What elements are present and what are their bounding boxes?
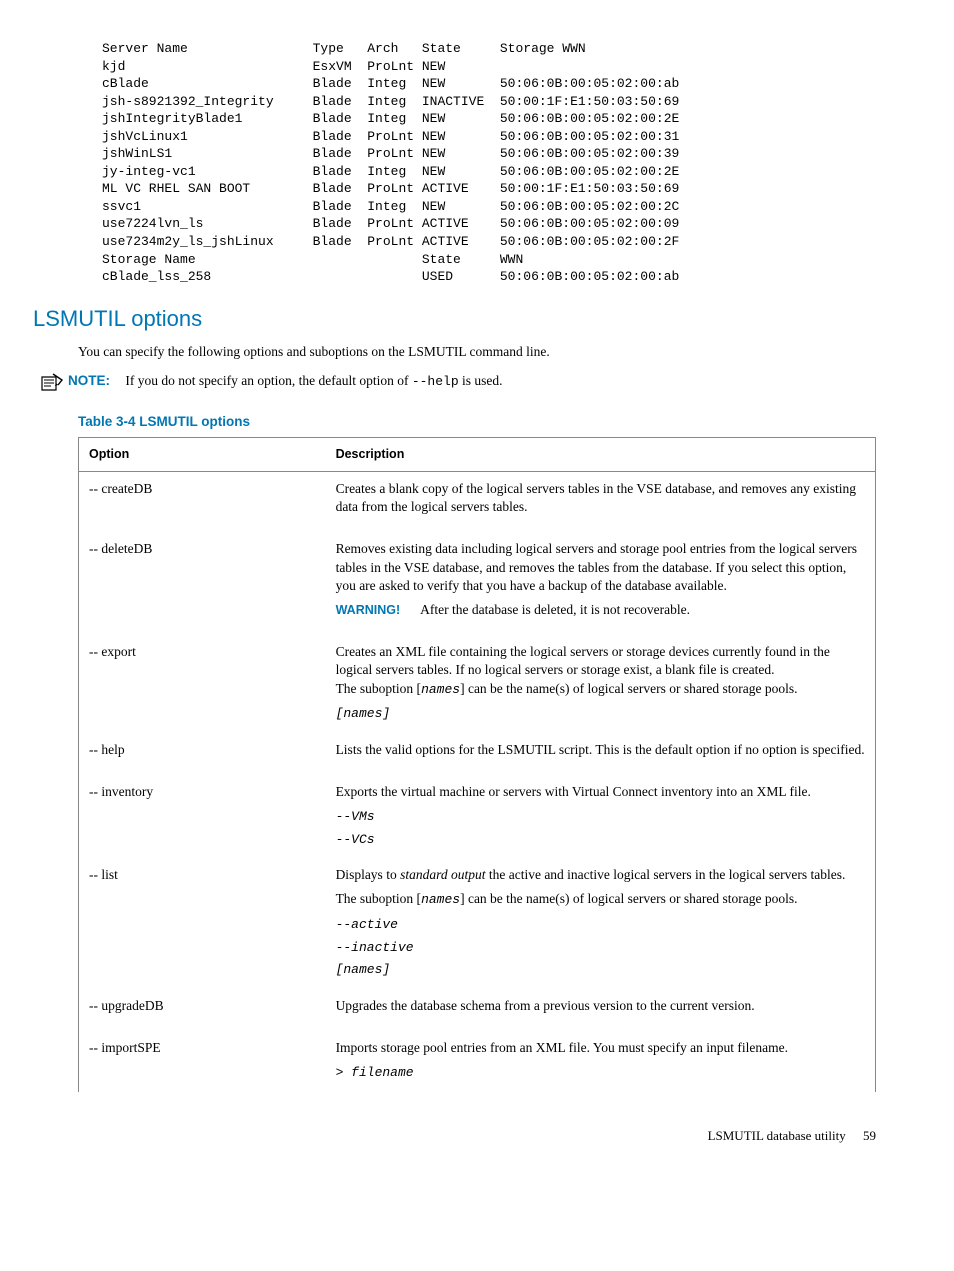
option-cell: -- inventory [79,775,326,858]
table-row: -- createDBCreates a blank copy of the l… [79,471,876,532]
option-cell: -- list [79,858,326,988]
table-row: -- importSPEImports storage pool entries… [79,1031,876,1092]
description-cell: Lists the valid options for the LSMUTIL … [326,733,876,775]
table-row: -- listDisplays to standard output the a… [79,858,876,988]
note-text-prefix: If you do not specify an option, the def… [125,373,411,388]
table-row: -- deleteDBRemoves existing data includi… [79,532,876,635]
page-footer: LSMUTIL database utility 59 [78,1127,876,1145]
table-row: -- helpLists the valid options for the L… [79,733,876,775]
option-cell: -- help [79,733,326,775]
table-header-description: Description [326,438,876,472]
note-text-suffix: is used. [459,373,503,388]
option-cell: -- createDB [79,471,326,532]
options-table: Option Description -- createDBCreates a … [78,437,876,1092]
table-row: -- exportCreates an XML file containing … [79,635,876,733]
description-cell: Exports the virtual machine or servers w… [326,775,876,858]
table-row: -- upgradeDBUpgrades the database schema… [79,989,876,1031]
intro-paragraph: You can specify the following options an… [78,343,876,361]
description-cell: Removes existing data including logical … [326,532,876,635]
section-heading: LSMUTIL options [33,304,876,334]
footer-page: 59 [863,1128,876,1143]
description-cell: Upgrades the database schema from a prev… [326,989,876,1031]
option-cell: -- importSPE [79,1031,326,1092]
table-caption: Table 3-4 LSMUTIL options [78,413,876,431]
description-cell: Imports storage pool entries from an XML… [326,1031,876,1092]
table-header-option: Option [79,438,326,472]
terminal-output: Server Name Type Arch State Storage WWN … [78,40,876,286]
option-cell: -- upgradeDB [79,989,326,1031]
note-icon [38,372,68,399]
description-cell: Creates an XML file containing the logic… [326,635,876,733]
note-block: NOTE: If you do not specify an option, t… [38,372,876,399]
table-row: -- inventoryExports the virtual machine … [79,775,876,858]
description-cell: Creates a blank copy of the logical serv… [326,471,876,532]
option-cell: -- export [79,635,326,733]
footer-label: LSMUTIL database utility [708,1128,846,1143]
option-cell: -- deleteDB [79,532,326,635]
description-cell: Displays to standard output the active a… [326,858,876,988]
warning-label: WARNING! [336,603,401,617]
note-label: NOTE: [68,373,110,388]
note-code: --help [412,374,459,389]
